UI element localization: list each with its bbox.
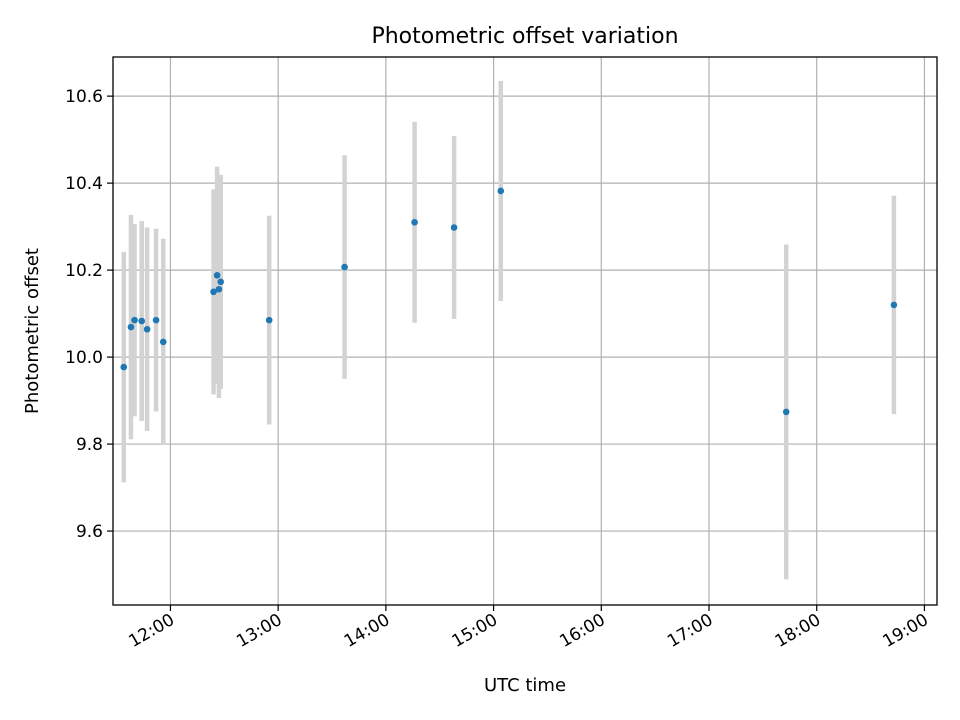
data-point [341, 263, 348, 271]
data-point [120, 363, 128, 371]
y-tick-label: 10.2 [65, 261, 103, 281]
grid-lines [113, 57, 937, 605]
data-point [143, 325, 151, 333]
data-point [127, 323, 135, 331]
y-tick-label: 9.6 [76, 522, 103, 542]
data-point [450, 224, 458, 231]
y-tick-label: 10.6 [65, 87, 103, 107]
chart-title: Photometric offset variation [371, 24, 678, 49]
plot-frame [112, 56, 938, 606]
y-tick-label: 9.8 [76, 435, 103, 455]
data-point [131, 316, 138, 324]
y-tick-label: 10.4 [65, 174, 103, 194]
data-point [213, 272, 221, 279]
data-point [411, 218, 418, 226]
data-point [210, 288, 217, 296]
data-points [120, 187, 898, 416]
data-point [138, 317, 146, 325]
y-axis-ticks: 9.6 9.8 10.0 10.2 10.4 10.6 [65, 87, 113, 542]
data-point [890, 301, 898, 309]
data-point [265, 316, 273, 324]
y-tick-label: 10.0 [65, 348, 103, 368]
y-axis-label: Photometric offset [22, 248, 43, 414]
data-point [215, 285, 223, 293]
data-point [782, 408, 790, 416]
data-point [217, 278, 225, 286]
data-point [152, 316, 160, 324]
x-axis-label: UTC time [484, 675, 566, 696]
data-point [497, 187, 505, 195]
data-point [159, 338, 167, 346]
